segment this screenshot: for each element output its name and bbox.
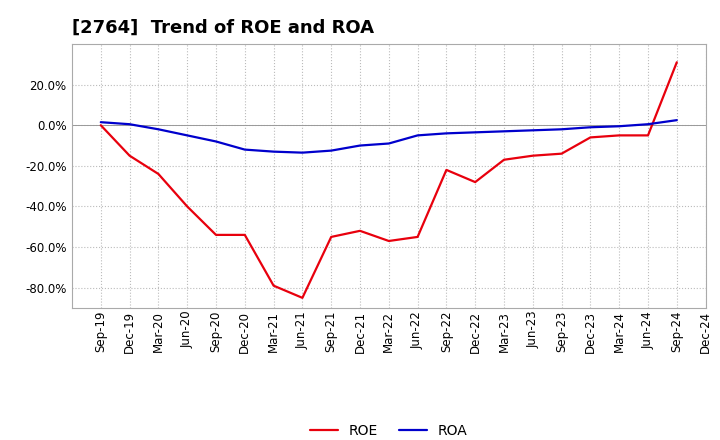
ROA xyxy=(557,127,566,132)
ROE xyxy=(96,123,105,128)
Text: [2764]  Trend of ROE and ROA: [2764] Trend of ROE and ROA xyxy=(72,19,374,37)
ROE xyxy=(356,228,364,234)
ROA xyxy=(269,149,278,154)
ROA xyxy=(154,127,163,132)
ROE xyxy=(557,151,566,156)
Line: ROA: ROA xyxy=(101,120,677,153)
ROA xyxy=(528,128,537,133)
ROE xyxy=(125,153,134,158)
ROE xyxy=(615,133,624,138)
ROA xyxy=(183,133,192,138)
Line: ROE: ROE xyxy=(101,62,677,298)
ROA xyxy=(125,121,134,127)
ROA xyxy=(240,147,249,152)
ROA xyxy=(384,141,393,146)
ROA xyxy=(327,148,336,153)
ROE xyxy=(471,180,480,185)
ROA xyxy=(212,139,220,144)
ROA xyxy=(500,128,508,134)
ROE xyxy=(269,283,278,288)
ROA xyxy=(644,121,652,127)
ROE xyxy=(298,295,307,301)
ROE xyxy=(672,60,681,65)
ROA xyxy=(615,124,624,129)
ROE xyxy=(154,171,163,176)
ROE xyxy=(183,204,192,209)
ROA xyxy=(298,150,307,155)
ROE xyxy=(528,153,537,158)
ROA xyxy=(586,125,595,130)
ROE xyxy=(327,234,336,239)
ROE xyxy=(384,238,393,244)
ROE xyxy=(586,135,595,140)
ROE xyxy=(212,232,220,238)
ROA xyxy=(96,120,105,125)
ROE xyxy=(500,157,508,162)
ROE xyxy=(413,234,422,239)
ROE xyxy=(442,167,451,172)
ROA xyxy=(471,130,480,135)
ROA xyxy=(672,117,681,123)
ROE xyxy=(644,133,652,138)
ROA xyxy=(413,133,422,138)
ROA xyxy=(442,131,451,136)
ROE xyxy=(240,232,249,238)
ROA xyxy=(356,143,364,148)
Legend: ROE, ROA: ROE, ROA xyxy=(305,419,473,440)
